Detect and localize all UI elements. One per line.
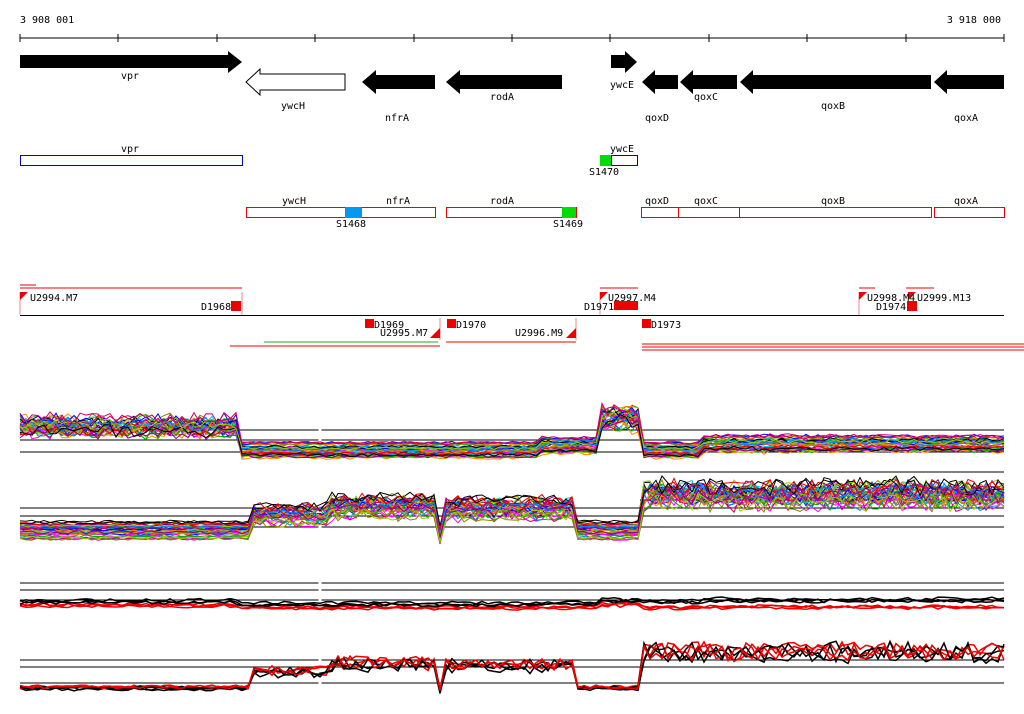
- segment-label: U2999.M13: [917, 293, 971, 304]
- segment-label: D1973: [651, 320, 681, 331]
- gene-label: qoxA: [954, 113, 978, 124]
- signal-trace: [19, 492, 1005, 542]
- segment-label: U2998.M4: [867, 293, 915, 304]
- site-label: S1470: [589, 167, 619, 178]
- gene-arrows: [20, 51, 1004, 97]
- axis: [19, 34, 1005, 42]
- gene-label: ywcE: [610, 80, 634, 91]
- segment-label: U2996.M9: [515, 328, 563, 339]
- site-label: S1469: [553, 219, 583, 230]
- segment-label: D1971: [584, 302, 614, 313]
- axis-end: 3 918 000: [947, 15, 1001, 26]
- gene-label: nfrA: [385, 113, 409, 124]
- segment-markers: [20, 292, 917, 338]
- signal-trace: [19, 482, 1005, 531]
- signal-trace: [19, 598, 1005, 608]
- signal-trace: [19, 401, 1005, 445]
- transcript-boxes: [20, 155, 1005, 218]
- segment-label: D1968: [201, 302, 231, 313]
- gene-label: qoxB: [821, 101, 845, 112]
- transcript-label: qoxA: [954, 196, 978, 207]
- transcript-label: qoxD: [645, 196, 669, 207]
- site-label: S1468: [336, 219, 366, 230]
- signal-trace: [19, 418, 1005, 459]
- transcript-label: ywcE: [610, 144, 634, 155]
- signal-trace: [19, 414, 1005, 458]
- gene-label: vpr: [121, 71, 139, 82]
- segment-label: U2997.M4: [608, 293, 656, 304]
- gene-label: ywcH: [281, 101, 305, 112]
- gene-label: qoxC: [694, 92, 718, 103]
- signal-traces: [19, 401, 1005, 694]
- signal-trace: [19, 407, 1005, 451]
- signal-trace: [19, 406, 1005, 446]
- signal-trace: [19, 602, 1005, 611]
- axis-start: 3 908 001: [20, 15, 74, 26]
- segment-label: D1969: [374, 320, 404, 331]
- transcript-label: qoxB: [821, 196, 845, 207]
- transcript-label: nfrA: [386, 196, 410, 207]
- signal-trace: [19, 481, 1005, 533]
- signal-trace: [19, 477, 1005, 526]
- transcript-label: ywcH: [282, 196, 306, 207]
- signal-trace: [19, 596, 1005, 606]
- segment-label: D1974: [876, 302, 906, 313]
- signal-trace: [19, 483, 1005, 536]
- signal-trace: [19, 486, 1005, 538]
- gene-label: rodA: [490, 92, 514, 103]
- signal-trace: [19, 640, 1005, 693]
- signal-trace: [19, 640, 1005, 691]
- transcript-label: rodA: [490, 196, 514, 207]
- gene-label: qoxD: [645, 113, 669, 124]
- transcript-label: vpr: [121, 144, 139, 155]
- transcript-label: qoxC: [694, 196, 718, 207]
- segment-label: D1970: [456, 320, 486, 331]
- segment-label: U2995.M7: [380, 328, 428, 339]
- segment-label: U2994.M7: [30, 293, 78, 304]
- segment-lines: [19, 284, 1024, 351]
